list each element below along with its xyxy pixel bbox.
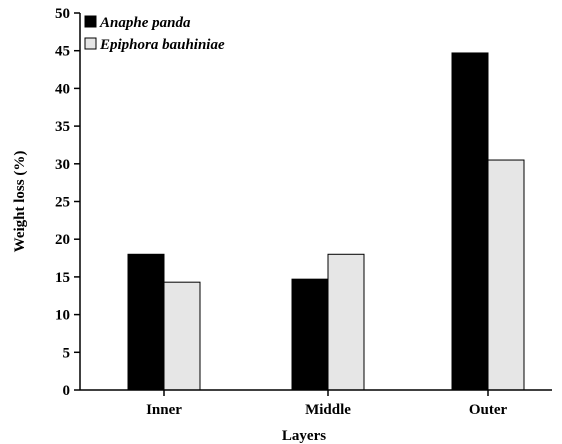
y-tick-label: 25 <box>55 195 70 211</box>
y-axis-ticks: 0 5 10 15 20 25 30 35 40 45 50 <box>55 6 80 399</box>
y-tick-label: 30 <box>55 157 70 173</box>
y-tick-label: 15 <box>55 270 70 286</box>
bar-outer-series-2 <box>487 159 525 391</box>
x-tick-label-outer: Outer <box>469 402 508 418</box>
x-tick-label-middle: Middle <box>305 402 351 418</box>
bars <box>127 52 525 391</box>
x-axis-label: Layers <box>282 428 326 444</box>
y-tick-label: 10 <box>55 308 70 324</box>
bar-outer-series-1 <box>451 52 489 391</box>
x-tick-label-inner: Inner <box>146 402 182 418</box>
y-tick-label: 45 <box>55 44 70 60</box>
y-tick-label: 0 <box>63 383 71 399</box>
legend: Anaphe panda Epiphora bauhiniae <box>84 15 225 53</box>
y-axis-label: Weight loss (%) <box>12 151 28 253</box>
legend-swatch-series-2 <box>84 37 97 50</box>
y-tick-label: 20 <box>55 232 70 248</box>
bar-middle-series-2 <box>327 253 365 391</box>
y-tick-label: 40 <box>55 81 70 97</box>
x-axis-ticks: Inner Middle Outer <box>146 390 507 418</box>
bar-inner-series-1 <box>127 253 165 391</box>
legend-label-series-1: Anaphe panda <box>99 15 191 31</box>
legend-swatch-series-1 <box>84 15 97 28</box>
bar-middle-series-1 <box>291 278 329 391</box>
legend-label-series-2: Epiphora bauhiniae <box>99 37 225 53</box>
y-tick-label: 50 <box>55 6 70 22</box>
bar-inner-series-2 <box>163 281 201 391</box>
y-tick-label: 35 <box>55 119 70 135</box>
y-tick-label: 5 <box>63 345 71 361</box>
